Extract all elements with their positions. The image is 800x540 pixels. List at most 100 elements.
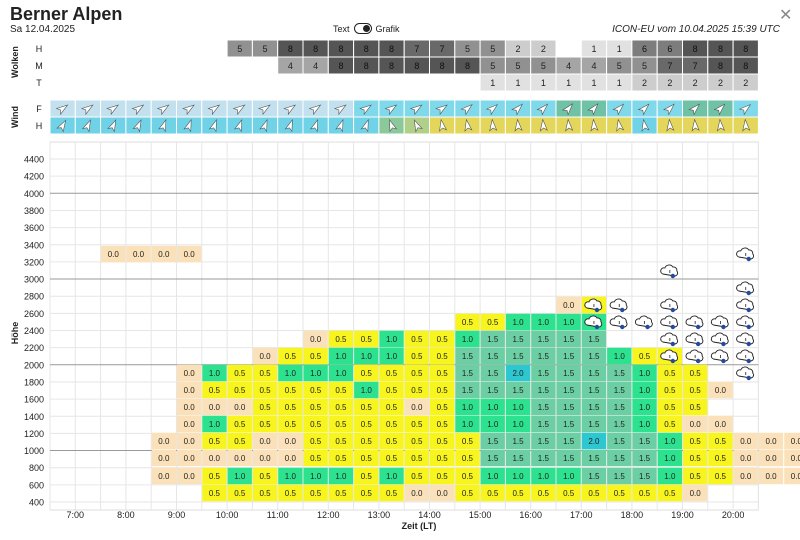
- lift-cell: [328, 449, 354, 467]
- lift-value: 0.0: [715, 420, 727, 429]
- y-tick-label: 3600: [24, 223, 44, 233]
- lift-value: 0.5: [209, 437, 221, 446]
- cloud-icon: [609, 298, 628, 311]
- cloud-icon: [736, 281, 754, 294]
- lift-value: 1.0: [462, 335, 474, 344]
- lift-cell: [227, 364, 252, 382]
- lift-cell: [505, 415, 531, 433]
- lift-cell: [151, 245, 176, 263]
- lift-value: 0.0: [740, 454, 752, 463]
- cloud-cell: [201, 73, 228, 92]
- toggle-text-label: Text: [333, 23, 350, 34]
- lift-cell: [278, 467, 303, 485]
- cloud-value: 5: [237, 44, 242, 54]
- lift-value: 1.0: [664, 454, 676, 463]
- lift-cell: [455, 381, 480, 399]
- lift-value: 1.0: [386, 352, 398, 361]
- lift-cell: [252, 398, 278, 416]
- lift-cell: [632, 398, 657, 416]
- lift-value: 0.5: [664, 369, 676, 378]
- cloud-cell: [125, 73, 152, 92]
- lift-cell: [177, 398, 202, 416]
- lift-value: 0.5: [209, 472, 221, 481]
- lift-cell: [556, 313, 581, 331]
- lift-value: 1.5: [487, 454, 499, 463]
- lift-cell: [480, 364, 505, 382]
- cloud-value: 5: [490, 61, 495, 71]
- wind-arrow-icon: [409, 104, 423, 116]
- lift-value: 1.5: [538, 403, 550, 412]
- lift-value: 0.5: [310, 403, 322, 412]
- cloud-cell: [201, 56, 228, 75]
- cloud-cell: [125, 56, 152, 75]
- cloud-icon: [634, 315, 653, 328]
- toggle-switch[interactable]: [353, 23, 372, 34]
- lift-value: 1.0: [335, 352, 347, 361]
- cloud-icon: [736, 366, 754, 379]
- lift-value: 1.0: [285, 472, 297, 481]
- wind-arrow-icon: [511, 103, 523, 116]
- cloud-icon: [660, 315, 679, 328]
- lift-value: 1.0: [512, 420, 524, 429]
- lift-value: 0.5: [209, 489, 221, 498]
- lift-cell: [303, 415, 328, 433]
- lift-value: 0.5: [361, 472, 373, 481]
- cloud-cell: [150, 39, 177, 58]
- lift-cell: [177, 364, 202, 382]
- lift-cell: [379, 347, 404, 365]
- lift-value: 0.5: [614, 489, 626, 498]
- wind-arrow-icon: [55, 104, 69, 116]
- lift-cell: [278, 449, 303, 467]
- lift-value: 1.5: [614, 403, 626, 412]
- x-tick-label: 10:00: [216, 510, 239, 520]
- view-toggle[interactable]: Text Grafik: [333, 23, 400, 34]
- lift-value: 2.0: [512, 369, 524, 378]
- lift-value: 1.5: [563, 369, 575, 378]
- lift-value: 0.5: [386, 454, 398, 463]
- lift-cell: [505, 364, 531, 382]
- lift-value: 0.5: [259, 403, 271, 412]
- lift-value: 0.5: [259, 420, 271, 429]
- lift-cell: [683, 449, 708, 467]
- lift-cell: [303, 347, 328, 365]
- lift-value: 0.5: [361, 420, 373, 429]
- cloud-icon: [620, 324, 625, 330]
- lift-cell: [784, 449, 800, 467]
- lift-cell: [505, 313, 531, 331]
- lift-cell: [784, 432, 800, 450]
- cloud-icon: [594, 307, 600, 313]
- lift-cell: [430, 330, 455, 348]
- close-icon[interactable]: ✕: [779, 7, 793, 24]
- lift-cell: [328, 415, 354, 433]
- cloud-icon: [721, 341, 726, 347]
- cloud-value: 8: [389, 61, 394, 71]
- lift-value: 1.5: [563, 403, 575, 412]
- wind-arrow-icon: [233, 118, 243, 133]
- y-tick-label: 4000: [24, 189, 44, 199]
- wind-arrow-icon: [158, 118, 167, 133]
- lift-value: 0.0: [715, 386, 727, 395]
- lift-cell: [581, 398, 607, 416]
- lift-value: 1.5: [538, 454, 550, 463]
- lift-value: 0.5: [259, 386, 271, 395]
- lift-cell: [177, 432, 202, 450]
- lift-cell: [328, 398, 354, 416]
- lift-cell: [379, 398, 404, 416]
- lift-value: 0.5: [234, 369, 246, 378]
- cloud-icon: [685, 332, 704, 345]
- lift-cell: [430, 364, 455, 382]
- lift-cell: [328, 467, 354, 485]
- cloud-cell: [327, 73, 355, 92]
- lift-cell: [581, 415, 607, 433]
- lift-cell: [404, 330, 429, 348]
- lift-cell: [531, 449, 556, 467]
- lift-cell: [202, 415, 227, 433]
- lift-value: 0.5: [310, 489, 322, 498]
- lift-cell: [607, 398, 632, 416]
- lift-value: 0.0: [791, 437, 800, 446]
- wind-arrow-icon: [232, 104, 246, 116]
- cloud-icon: [670, 341, 676, 347]
- lift-cell: [404, 398, 429, 416]
- lift-cell: [708, 449, 733, 467]
